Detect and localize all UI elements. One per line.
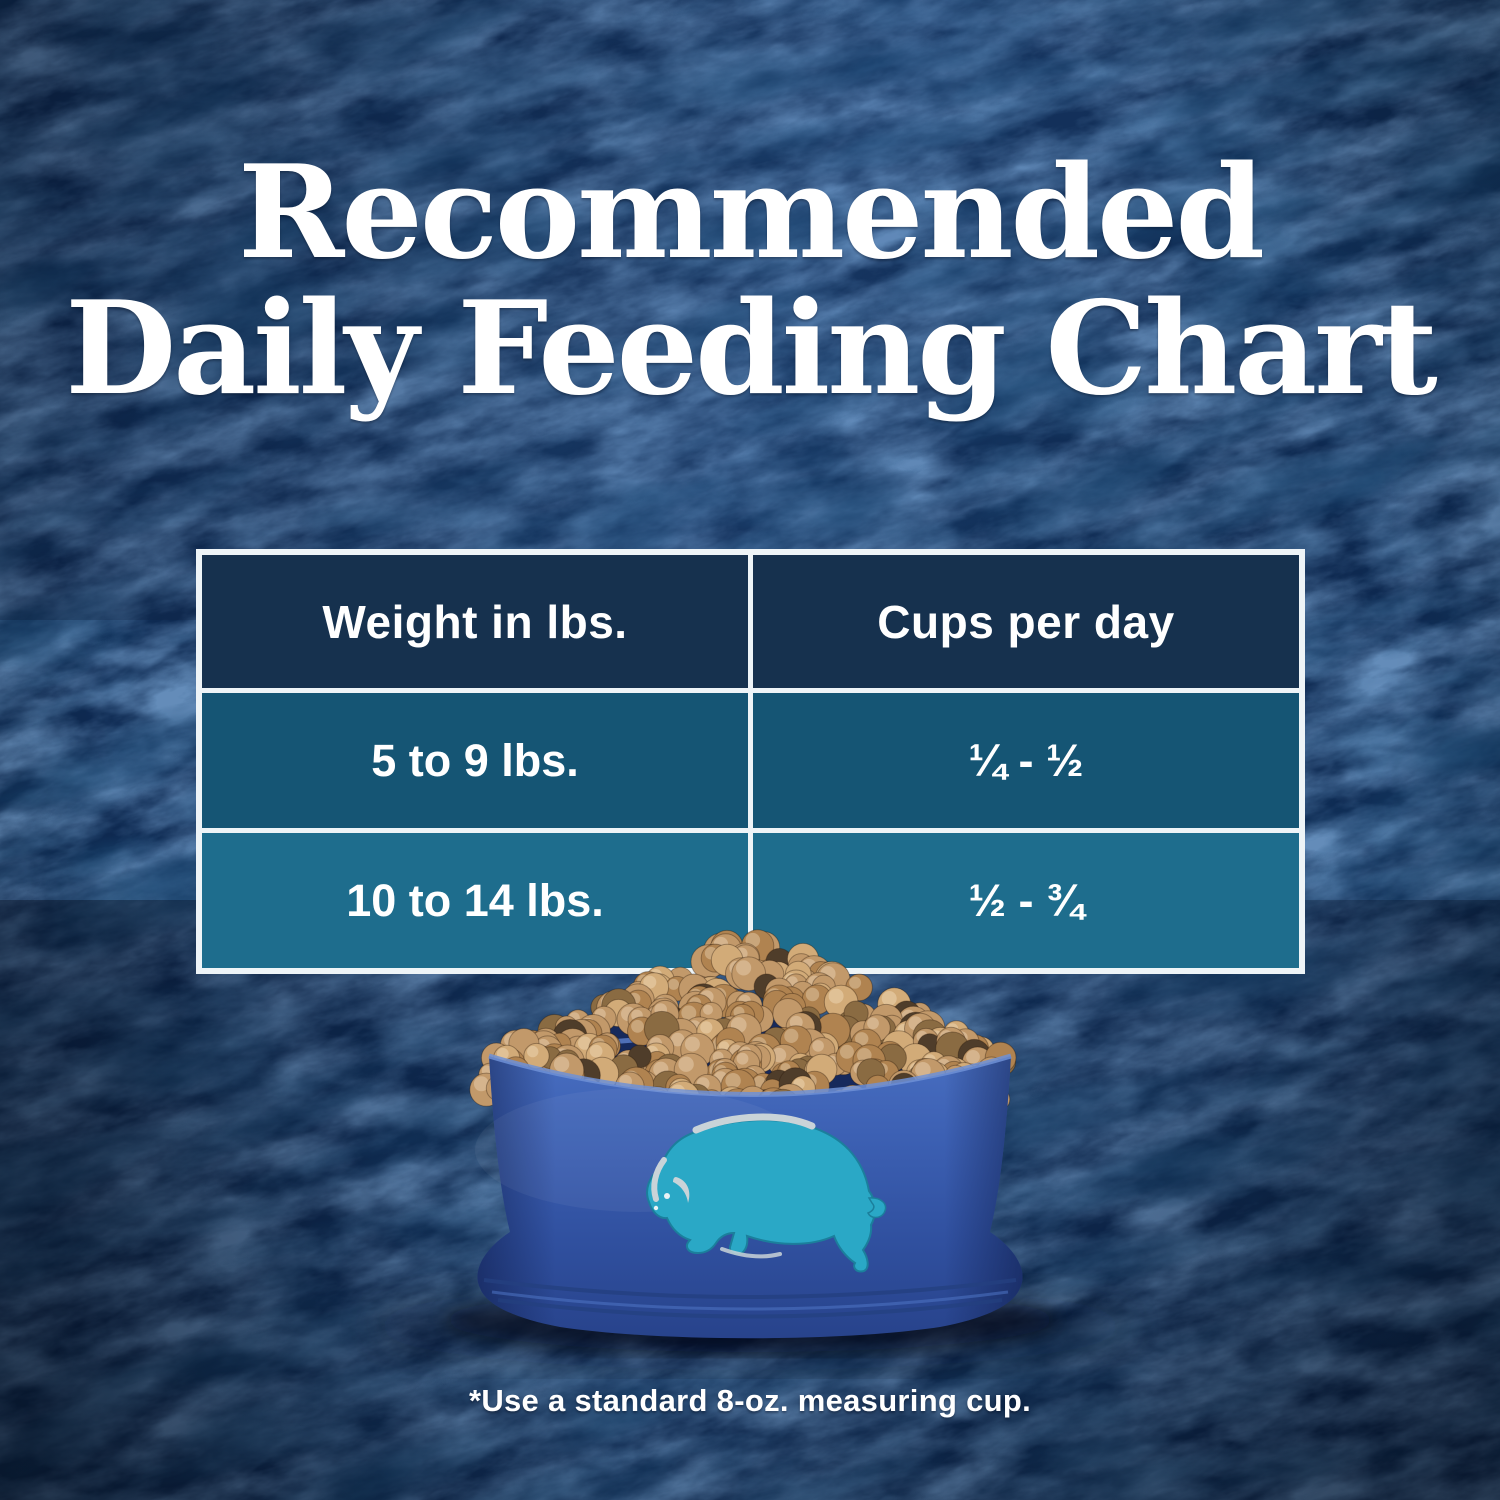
- column-header-weight: Weight in lbs.: [202, 555, 748, 688]
- table-cell-cups-row2: ½ - ¾: [753, 833, 1299, 968]
- buffalo-logo-icon: [646, 1113, 887, 1273]
- page-title: Recommended Daily Feeding Chart: [0, 138, 1500, 424]
- column-header-cups: Cups per day: [753, 555, 1299, 688]
- buffalo-eye: [664, 1193, 670, 1199]
- table-cell-weight-row1: 5 to 9 lbs.: [202, 693, 748, 828]
- buffalo-nostril: [653, 1205, 659, 1211]
- footnote: *Use a standard 8-oz. measuring cup.: [468, 1383, 1032, 1418]
- title-line-1: Recommended: [238, 138, 1265, 288]
- feeding-table: Weight in lbs. Cups per day 5 to 9 lbs. …: [196, 549, 1305, 974]
- table-cell-cups-row1: ¼ - ½: [753, 693, 1299, 828]
- title-line-2: Daily Feeding Chart: [65, 273, 1438, 424]
- table-cell-weight-row2: 10 to 14 lbs.: [202, 833, 748, 968]
